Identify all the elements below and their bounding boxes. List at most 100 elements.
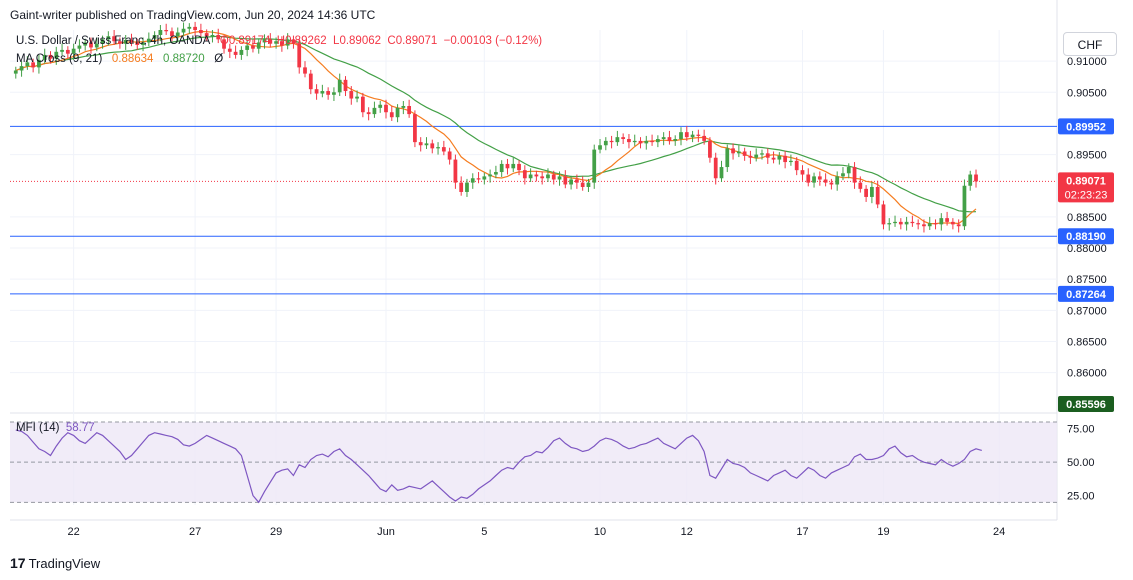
candle-body[interactable] xyxy=(285,39,290,46)
candle-body[interactable] xyxy=(54,51,59,59)
candle-body[interactable] xyxy=(360,96,365,113)
candle-body[interactable] xyxy=(945,218,949,222)
candle-body[interactable] xyxy=(199,30,203,34)
candle-body[interactable] xyxy=(13,70,18,74)
candle-body[interactable] xyxy=(256,42,261,49)
candle-body[interactable] xyxy=(702,135,707,141)
candle-body[interactable] xyxy=(89,42,93,48)
candle-body[interactable] xyxy=(528,174,533,179)
candle-body[interactable] xyxy=(546,174,550,179)
candle-body[interactable] xyxy=(291,39,296,44)
candle-body[interactable] xyxy=(123,39,128,44)
candle-body[interactable] xyxy=(534,174,539,177)
candle-body[interactable] xyxy=(141,42,145,45)
candle-body[interactable] xyxy=(268,39,273,44)
candle-body[interactable] xyxy=(650,140,654,143)
candle-body[interactable] xyxy=(494,172,498,175)
candle-body[interactable] xyxy=(794,160,799,171)
candle-body[interactable] xyxy=(112,36,117,42)
candle-body[interactable] xyxy=(708,140,712,158)
candle-body[interactable] xyxy=(916,223,921,225)
candle-body[interactable] xyxy=(251,45,255,49)
candle-body[interactable] xyxy=(598,145,602,150)
candle-body[interactable] xyxy=(222,39,226,49)
candle-body[interactable] xyxy=(713,157,718,179)
candle-body[interactable] xyxy=(887,223,892,225)
candle-body[interactable] xyxy=(806,174,811,183)
candle-body[interactable] xyxy=(754,154,759,158)
candle-body[interactable] xyxy=(297,43,302,68)
candle-body[interactable] xyxy=(841,173,845,177)
candle-body[interactable] xyxy=(817,176,822,180)
candle-body[interactable] xyxy=(395,107,400,118)
candle-body[interactable] xyxy=(83,42,88,46)
candle-body[interactable] xyxy=(499,163,504,173)
candle-body[interactable] xyxy=(60,49,64,52)
candle-body[interactable] xyxy=(384,104,388,113)
candle-body[interactable] xyxy=(413,114,417,143)
candle-body[interactable] xyxy=(800,170,805,175)
candle-body[interactable] xyxy=(476,178,481,180)
candle-body[interactable] xyxy=(725,148,730,168)
candle-body[interactable] xyxy=(42,54,47,60)
candle-body[interactable] xyxy=(187,26,192,29)
candle-body[interactable] xyxy=(430,143,435,149)
candle-body[interactable] xyxy=(279,41,284,46)
candle-body[interactable] xyxy=(690,134,695,138)
candle-body[interactable] xyxy=(210,34,215,37)
candle-body[interactable] xyxy=(910,221,915,224)
candle-body[interactable] xyxy=(517,163,521,171)
candle-body[interactable] xyxy=(719,167,724,179)
candle-body[interactable] xyxy=(679,132,683,140)
candle-body[interactable] xyxy=(505,163,510,169)
candle-body[interactable] xyxy=(164,30,169,32)
candle-body[interactable] xyxy=(262,39,267,43)
candle-body[interactable] xyxy=(881,204,886,225)
candle-body[interactable] xyxy=(349,91,354,99)
candle-body[interactable] xyxy=(823,179,828,183)
candle-body[interactable] xyxy=(667,137,672,141)
candle-body[interactable] xyxy=(106,36,111,40)
currency-button[interactable]: CHF xyxy=(1063,32,1117,56)
candle-body[interactable] xyxy=(933,223,938,225)
candle-body[interactable] xyxy=(962,185,967,227)
candle-body[interactable] xyxy=(904,221,909,225)
candle-body[interactable] xyxy=(274,41,278,44)
candle-body[interactable] xyxy=(736,151,741,154)
candle-body[interactable] xyxy=(48,54,53,59)
candle-body[interactable] xyxy=(314,89,319,94)
candle-body[interactable] xyxy=(71,48,76,54)
ma-legend[interactable]: MA Cross (9, 21) 0.88634 0.88720 Ø xyxy=(16,53,223,65)
candle-body[interactable] xyxy=(615,137,620,143)
candle-body[interactable] xyxy=(337,79,342,93)
candle-body[interactable] xyxy=(488,174,492,177)
candle-body[interactable] xyxy=(835,176,840,185)
candle-body[interactable] xyxy=(245,45,250,50)
candle-body[interactable] xyxy=(511,163,516,169)
candle-body[interactable] xyxy=(638,140,643,144)
candle-body[interactable] xyxy=(332,92,336,95)
candle-body[interactable] xyxy=(389,112,394,118)
candle-body[interactable] xyxy=(783,155,788,163)
candle-body[interactable] xyxy=(418,142,423,146)
candle-body[interactable] xyxy=(170,31,174,37)
candle-body[interactable] xyxy=(673,139,678,141)
candle-body[interactable] xyxy=(760,153,764,155)
candle-body[interactable] xyxy=(355,96,359,99)
candle-body[interactable] xyxy=(968,174,973,186)
candle-body[interactable] xyxy=(777,155,782,160)
candle-body[interactable] xyxy=(118,41,122,44)
candle-body[interactable] xyxy=(135,42,140,45)
candle-body[interactable] xyxy=(233,51,238,55)
candle-body[interactable] xyxy=(482,176,487,180)
candle-body[interactable] xyxy=(684,132,689,138)
candle-body[interactable] xyxy=(407,106,412,115)
candle-body[interactable] xyxy=(158,30,163,35)
candle-body[interactable] xyxy=(661,137,666,140)
candle-body[interactable] xyxy=(401,106,406,108)
candle-body[interactable] xyxy=(453,159,458,183)
candle-body[interactable] xyxy=(216,34,221,40)
candle-body[interactable] xyxy=(441,147,446,152)
candle-body[interactable] xyxy=(366,112,371,115)
